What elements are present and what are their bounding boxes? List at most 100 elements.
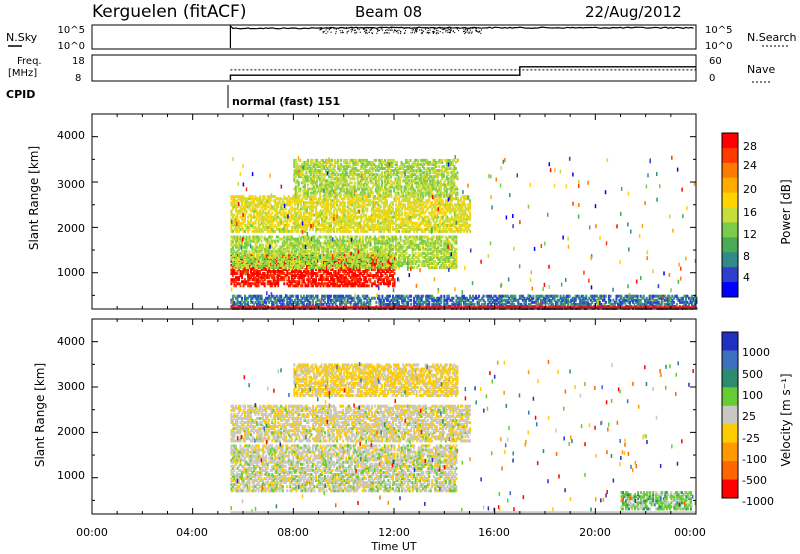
heatmap-cell <box>304 239 307 243</box>
heatmap-cell <box>334 255 337 259</box>
heatmap-cell <box>236 253 239 257</box>
heatmap-cell <box>305 235 308 239</box>
heatmap-cell <box>330 251 333 255</box>
heatmap-cell <box>284 255 287 259</box>
heatmap-cell <box>361 235 364 239</box>
heatmap-cell <box>231 235 234 239</box>
heatmap-cell <box>426 245 429 249</box>
heatmap-cell <box>263 260 266 264</box>
heatmap-cell <box>287 243 290 247</box>
heatmap-cell <box>290 243 293 247</box>
heatmap-cell <box>271 253 274 257</box>
heatmap-cell <box>268 276 271 280</box>
heatmap-cell <box>257 264 260 268</box>
heatmap-cell <box>366 266 369 270</box>
heatmap-cell <box>391 266 394 270</box>
heatmap-cell <box>257 253 260 257</box>
heatmap-cell <box>286 255 289 259</box>
heatmap-cell <box>330 255 333 259</box>
heatmap-cell <box>319 282 322 286</box>
heatmap-cell <box>239 262 242 266</box>
heatmap-cell <box>242 245 245 249</box>
heatmap-cell <box>337 264 340 268</box>
heatmap-cell <box>369 239 372 243</box>
heatmap-cell <box>284 266 287 270</box>
heatmap-cell <box>405 262 408 266</box>
heatmap-cell <box>277 249 280 253</box>
nsky-noise-point <box>345 27 347 29</box>
heatmap-cell <box>423 239 426 243</box>
heatmap-cell <box>428 241 431 245</box>
nsky-noise-point <box>455 27 457 29</box>
heatmap-cell <box>242 264 245 268</box>
nsky-noise-point <box>415 28 417 31</box>
heatmap-cell <box>375 247 378 251</box>
heatmap-cell <box>280 272 283 276</box>
heatmap-cell <box>253 274 256 278</box>
heatmap-cell <box>363 266 366 270</box>
heatmap-cell <box>277 270 280 273</box>
heatmap-cell <box>266 280 269 284</box>
heatmap-cell <box>420 253 423 257</box>
heatmap-cell <box>334 243 337 247</box>
nsky-noise-point <box>436 31 438 34</box>
heatmap-cell <box>369 237 372 241</box>
heatmap-cell <box>295 241 298 245</box>
heatmap-cell <box>296 260 299 264</box>
nsky-noise-point <box>328 28 330 30</box>
nsky-noise-point <box>371 27 373 29</box>
heatmap-cell <box>265 239 268 243</box>
heatmap-cell <box>308 237 311 241</box>
nsky-noise-point <box>428 27 430 30</box>
heatmap-cell <box>357 266 360 270</box>
heatmap-cell <box>240 270 243 273</box>
heatmap-cell <box>407 255 410 259</box>
cpid-label: CPID <box>6 88 35 101</box>
heatmap-cell <box>343 282 346 286</box>
heatmap-cell <box>298 264 301 268</box>
heatmap-cell <box>428 264 431 268</box>
nave-label: Nave <box>747 63 775 76</box>
nsky-noise-point <box>425 28 427 30</box>
heatmap-cell <box>233 270 236 273</box>
heatmap-cell <box>293 280 296 284</box>
heatmap-cell <box>293 260 296 264</box>
nsky-noise-point <box>413 27 415 29</box>
heatmap-cell <box>295 249 298 253</box>
heatmap-cell <box>313 266 316 270</box>
heatmap-cell <box>280 264 283 268</box>
heatmap-cell <box>253 278 256 282</box>
heatmap-cell <box>390 263 393 267</box>
heatmap-cell <box>373 251 376 255</box>
heatmap-cell <box>367 266 370 270</box>
heatmap-cell <box>361 282 364 286</box>
heatmap-cell <box>305 253 308 257</box>
heatmap-cell <box>242 270 245 273</box>
heatmap-cell <box>370 265 373 269</box>
heatmap-cell <box>381 261 384 265</box>
nsky-noise-point <box>467 31 469 33</box>
nsky-noise-point <box>364 32 366 34</box>
heatmap-cell <box>404 235 407 239</box>
heatmap-cell <box>351 255 354 259</box>
heatmap-cell <box>325 241 328 245</box>
heatmap-cell <box>355 241 358 245</box>
heatmap-cell <box>375 272 378 276</box>
heatmap-cell <box>426 235 429 239</box>
heatmap-cell <box>385 276 388 280</box>
heatmap-cell <box>257 270 260 273</box>
heatmap-cell <box>253 251 256 255</box>
nsky-noise-point <box>414 32 416 34</box>
heatmap-cell <box>272 272 275 276</box>
heatmap-cell <box>330 264 333 268</box>
heatmap-cell <box>302 237 305 241</box>
heatmap-cell <box>345 259 348 263</box>
heatmap-cell <box>236 282 239 286</box>
heatmap-cell <box>349 261 352 265</box>
heatmap-cell <box>343 245 346 249</box>
heatmap-cell <box>358 253 361 257</box>
heatmap-cell <box>388 267 391 271</box>
heatmap-cell <box>376 270 379 273</box>
heatmap-cell <box>343 284 346 288</box>
heatmap-cell <box>302 247 305 251</box>
